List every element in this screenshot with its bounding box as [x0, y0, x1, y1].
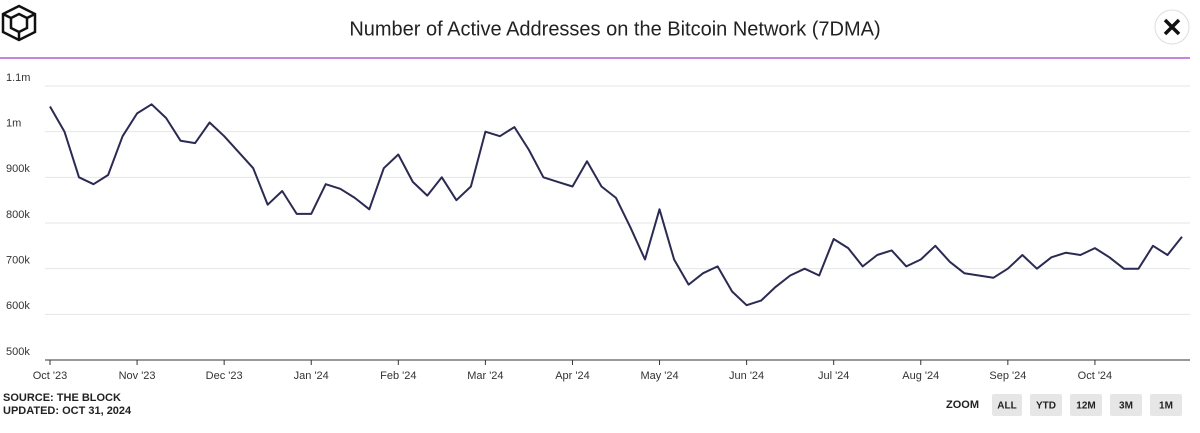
y-tick-label: 1.1m	[6, 72, 30, 84]
zoom-button-bg	[1070, 394, 1102, 416]
zoom-button[interactable]: 1M	[1150, 394, 1182, 416]
zoom-button-bg	[1030, 394, 1062, 416]
chart-title: Number of Active Addresses on the Bitcoi…	[349, 18, 880, 40]
zoom-button-bg	[1150, 394, 1182, 416]
y-tick-label: 1m	[6, 118, 21, 130]
zoom-button-label: 3M	[1119, 401, 1133, 412]
y-tick-label: 600k	[6, 300, 30, 312]
x-tick-label: Nov '23	[119, 370, 156, 382]
updated: UPDATED: OCT 31, 2024	[3, 405, 132, 417]
zoom-button-label: ALL	[997, 401, 1016, 412]
data-line	[49, 103, 1183, 307]
zoom-button[interactable]: YTD	[1030, 394, 1062, 416]
source: SOURCE: THE BLOCK	[3, 392, 121, 404]
zoom-button-bg	[1110, 394, 1142, 416]
close-button[interactable]	[1154, 9, 1190, 45]
x-tick-label: Mar '24	[467, 370, 503, 382]
x-tick-label: Oct '24	[1078, 370, 1113, 382]
x-tick-label: Dec '23	[206, 370, 243, 382]
x-tick-label: Jul '24	[818, 370, 849, 382]
y-tick-label: 700k	[6, 255, 30, 267]
zoom-button[interactable]: 12M	[1070, 394, 1102, 416]
y-tick-label: 500k	[6, 346, 30, 358]
x-tick-label: Oct '23	[33, 370, 68, 382]
x-tick-label: Apr '24	[555, 370, 590, 382]
zoom-button[interactable]: ALL	[992, 394, 1022, 416]
x-tick-label: Feb '24	[380, 370, 416, 382]
y-tick-label: 900k	[6, 163, 30, 175]
y-tick-label: 800k	[6, 209, 30, 221]
logo	[1, 4, 37, 42]
zoom-button[interactable]: 3M	[1110, 394, 1142, 416]
x-tick-label: Aug '24	[902, 370, 939, 382]
x-tick-label: Jun '24	[729, 370, 764, 382]
x-tick-label: Jan '24	[294, 370, 329, 382]
zoom-button-bg	[992, 394, 1022, 416]
zoom-button-label: 12M	[1076, 401, 1095, 412]
x-tick-label: Sep '24	[989, 370, 1026, 382]
zoom-button-label: 1M	[1159, 401, 1173, 412]
x-tick-label: May '24	[640, 370, 678, 382]
zoom-label: ZOOM	[946, 399, 979, 411]
zoom-button-label: YTD	[1036, 401, 1056, 412]
